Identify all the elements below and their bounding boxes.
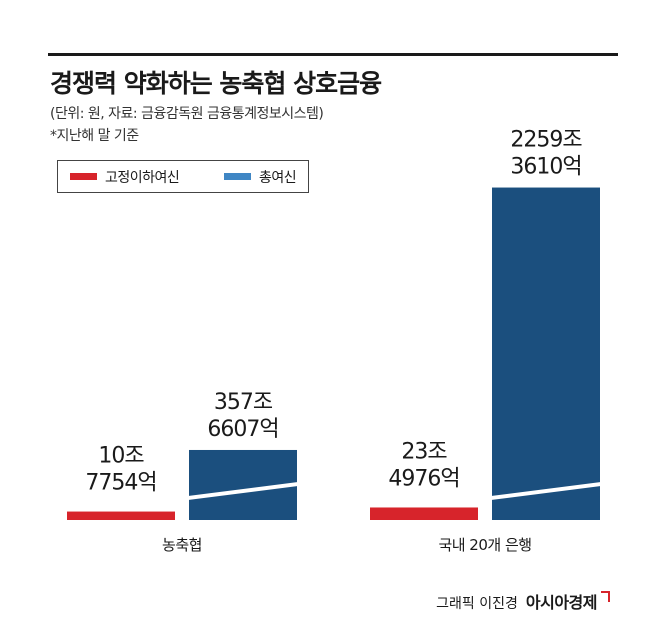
axis-break-mark <box>188 482 298 500</box>
legend: 고정이하여신 총여신 <box>57 160 309 193</box>
chart-note: *지난해 말 기준 <box>50 128 139 144</box>
value-label-fixed-loans: 10조 7754억 <box>85 444 156 496</box>
bar-total-loans <box>492 187 600 520</box>
top-rule <box>48 53 618 56</box>
brand-mark-icon <box>601 591 610 602</box>
value-label-fixed-loans: 23조 4976억 <box>388 439 459 491</box>
legend-item-fixed-loans: 고정이하여신 <box>70 161 180 192</box>
graphic-credit: 그래픽 이진경 <box>436 596 518 612</box>
legend-swatch-fixed-loans <box>70 173 97 180</box>
credit: 그래픽 이진경 아시아경제 <box>436 589 610 613</box>
legend-item-total-loans: 총여신 <box>224 161 297 192</box>
category-label: 농축협 <box>162 536 202 554</box>
bar-fixed-loans <box>370 507 478 520</box>
chart-title: 경쟁력 약화하는 농축협 상호금융 <box>50 69 382 98</box>
legend-label-fixed-loans: 고정이하여신 <box>105 169 180 186</box>
axis-break-mark <box>491 482 601 500</box>
brand-logo: 아시아경제 <box>525 593 598 612</box>
chart-subtitle: (단위: 원, 자료: 금융감독원 금융통계정보시스템) <box>50 106 324 122</box>
legend-swatch-total-loans <box>224 173 251 180</box>
category-label: 국내 20개 은행 <box>438 536 531 554</box>
bar-fixed-loans <box>67 511 175 520</box>
legend-label-total-loans: 총여신 <box>259 169 297 186</box>
value-label-total-loans: 357조 6607억 <box>207 390 278 442</box>
value-label-total-loans: 2259조 3610억 <box>510 128 582 180</box>
